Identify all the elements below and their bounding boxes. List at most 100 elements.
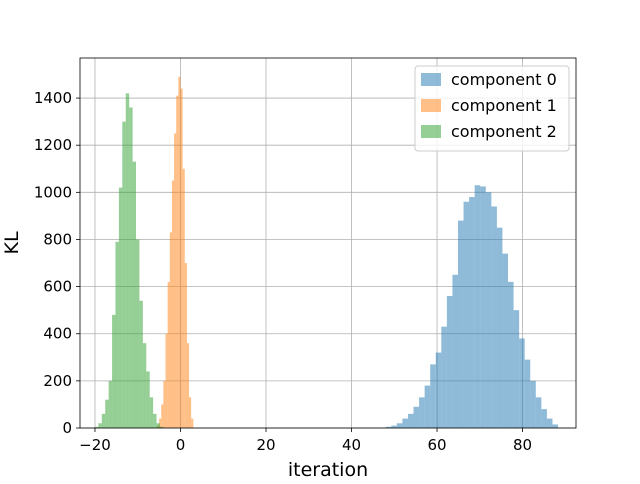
histogram-bar [178,76,181,428]
histogram-bar [101,413,106,428]
histogram-bar [163,380,166,428]
histogram-bar [122,121,126,429]
legend: component 0 component 1 component 2 [414,65,570,152]
series-0-bars [385,185,559,428]
histogram-bar [530,380,536,428]
bars [94,76,559,429]
histogram-bar [419,397,425,428]
histogram-bar [535,397,542,428]
histogram-bar [385,426,392,428]
histogram-bar [165,333,168,428]
histogram-bar [541,409,547,428]
histogram-bar [129,107,133,428]
legend-swatch-component-1 [421,99,441,112]
histogram-bar [146,371,150,428]
histogram-bar [407,413,414,428]
legend-frame [414,65,570,152]
x-axis-label: iteration [288,459,368,480]
x-tick-label: 20 [256,436,275,454]
histogram-bar [391,425,397,428]
legend-swatch-component-0 [421,73,441,86]
histogram-bar [485,192,492,428]
x-tick-label: 0 [176,436,186,454]
histogram-bar [159,418,162,428]
x-tick-label: 40 [342,436,361,454]
histogram-bar [186,343,190,428]
histogram-bar [169,232,172,428]
histogram-bar [396,423,403,428]
histogram-bar [112,314,116,428]
histogram-bar [98,423,102,428]
histogram-bar [118,187,123,428]
y-tick-label: 1200 [34,136,72,154]
legend-label-component-1: component 1 [451,96,557,115]
histogram-bar [441,326,447,428]
y-tick-label: 800 [43,230,72,248]
series-1-bars [156,76,194,429]
histogram-bar [142,343,147,428]
y-tick-label: 200 [43,372,72,390]
histogram-bar [136,239,140,428]
y-tick-label: 400 [43,325,72,343]
histogram-bar [115,241,119,428]
legend-entry-component-1: component 1 [421,96,557,115]
y-tick-label: 1400 [34,89,72,107]
histogram-bar [508,281,514,428]
histogram-bar [156,423,160,428]
histogram-bar [519,338,525,428]
legend-entry-component-2: component 2 [421,122,557,141]
histogram-bar [171,180,175,428]
histogram-bar [457,220,464,428]
histogram-bar [184,263,187,428]
histogram-bar [105,399,109,428]
y-axis-label: KL [1,231,23,254]
histogram-bar [180,88,183,429]
legend-label-component-0: component 0 [451,70,557,89]
y-tick-label: 600 [43,278,72,296]
histogram-bar [452,274,458,428]
histogram-bar [139,300,143,428]
histogram-bar [153,413,157,428]
histogram-bar [552,424,559,428]
legend-swatch-component-2 [421,125,441,138]
histogram-bar [430,364,436,428]
histogram-bar [182,168,185,428]
histogram-bar [513,310,520,428]
histogram-bar [402,418,408,428]
histogram-bar [174,133,177,429]
histogram-bar [546,418,553,428]
series-2-bars [94,93,164,429]
histogram-bar [463,201,470,428]
histogram-bar [413,406,420,428]
histogram-bar [161,404,164,428]
histogram-bar [502,253,509,428]
histogram-bar [167,281,170,428]
x-tick-label: 80 [513,436,532,454]
histogram-bar [435,352,442,428]
legend-entry-component-0: component 0 [421,70,557,89]
histogram-bar [480,186,486,428]
plot-frame [79,57,577,429]
histogram-bar [474,185,481,428]
histogram-bar [496,227,503,428]
y-tick-label: 0 [62,419,72,437]
histogram-bar [94,426,99,428]
histogram-bar [176,95,179,429]
histogram-bar [132,161,137,428]
histogram-bar [491,206,497,428]
x-tick-label: 60 [427,436,446,454]
histogram-bar [189,397,192,428]
histogram-bar [424,385,431,428]
y-tick-label: 1000 [34,183,72,201]
histogram-bar [191,418,194,428]
histogram-bar [446,296,453,428]
histogram-bar [469,197,475,428]
histogram-bar [108,380,113,428]
x-tick-label: −20 [79,436,111,454]
histogram-bar [159,426,164,428]
legend-label-component-2: component 2 [451,122,557,141]
histogram-bar [125,93,130,429]
